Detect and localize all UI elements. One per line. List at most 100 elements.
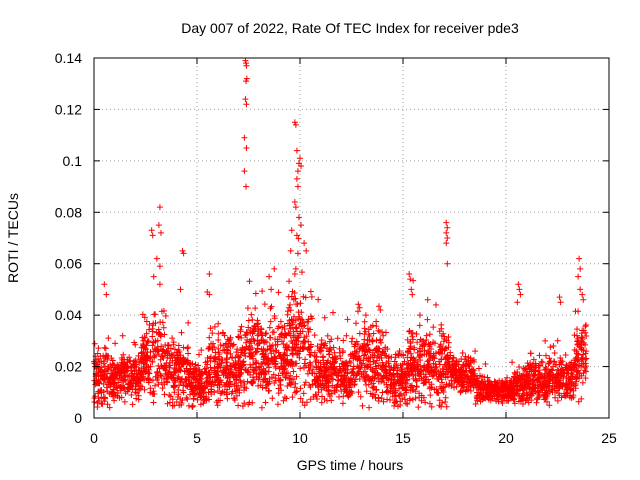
data-point (200, 389, 207, 396)
data-point (353, 320, 360, 327)
data-point (445, 334, 452, 341)
data-point (556, 380, 563, 387)
data-point (324, 332, 331, 339)
data-point (330, 364, 337, 371)
data-point (260, 378, 267, 385)
data-point (366, 347, 373, 354)
data-point (127, 357, 134, 364)
data-point (277, 331, 284, 338)
data-point (207, 357, 214, 364)
data-point (343, 362, 350, 369)
data-point (187, 391, 194, 398)
data-point (161, 391, 168, 398)
data-point (546, 355, 553, 362)
data-point (143, 362, 150, 369)
data-point (338, 360, 345, 367)
data-point (224, 347, 231, 354)
data-point (306, 359, 313, 366)
data-point (347, 375, 354, 382)
data-point (205, 389, 212, 396)
data-point (367, 324, 374, 331)
data-point (361, 340, 368, 347)
data-point (510, 395, 517, 402)
data-point (527, 391, 534, 398)
y-tick-label: 0.02 (55, 359, 82, 375)
data-point (564, 381, 571, 388)
data-point (150, 399, 157, 406)
data-point (360, 373, 367, 380)
data-point (363, 364, 370, 371)
data-point (331, 369, 338, 376)
data-point (266, 343, 273, 350)
data-point (319, 393, 326, 400)
data-point (108, 370, 115, 377)
data-point (338, 372, 345, 379)
data-point (173, 398, 180, 405)
data-point (108, 373, 115, 380)
data-point (243, 145, 250, 151)
data-point (528, 363, 535, 370)
data-point (233, 382, 240, 389)
data-point (251, 367, 258, 374)
data-point (372, 360, 379, 367)
data-point (339, 349, 346, 356)
data-point (242, 366, 249, 373)
data-point (267, 305, 274, 312)
data-point (135, 352, 142, 359)
data-point (298, 163, 305, 169)
y-tick-label: 0 (74, 410, 82, 426)
data-point (542, 352, 549, 359)
data-point (233, 376, 240, 383)
data-point (99, 401, 106, 408)
data-point (301, 240, 308, 247)
data-point (242, 96, 249, 103)
data-point (557, 299, 564, 306)
data-point (287, 361, 294, 368)
data-point (288, 227, 295, 234)
data-point (217, 397, 224, 404)
x-tick-label: 0 (90, 430, 98, 446)
data-point (198, 394, 205, 401)
data-point (132, 383, 139, 390)
data-point (536, 377, 543, 384)
data-point (156, 263, 163, 270)
data-point (369, 366, 376, 373)
data-point (449, 355, 456, 362)
data-point (112, 365, 119, 372)
data-point (534, 388, 541, 395)
data-point (527, 380, 534, 387)
data-point (311, 377, 318, 384)
data-point (297, 328, 304, 335)
data-point (289, 344, 296, 351)
data-point (308, 293, 315, 300)
data-point (261, 359, 268, 366)
data-point (552, 394, 559, 401)
data-point (484, 374, 491, 381)
data-point (530, 367, 537, 374)
data-point (436, 402, 443, 409)
data-point (235, 333, 242, 340)
data-point (165, 369, 172, 376)
data-point (184, 396, 191, 403)
data-point (94, 399, 101, 406)
data-point (583, 368, 590, 375)
data-point (105, 366, 112, 373)
data-point (442, 361, 449, 368)
data-point (424, 358, 431, 365)
data-point (436, 344, 443, 351)
data-point (558, 394, 565, 401)
data-point (272, 377, 279, 384)
data-point (163, 360, 170, 367)
data-point (120, 351, 127, 358)
data-point (433, 363, 440, 370)
y-tick-label: 0.06 (55, 256, 82, 272)
x-tick-label: 20 (498, 430, 514, 446)
data-point (464, 373, 471, 380)
chart-title: Day 007 of 2022, Rate Of TEC Index for r… (181, 20, 519, 36)
data-point (331, 359, 338, 366)
data-point (548, 387, 555, 394)
data-point (428, 346, 435, 353)
data-point (266, 378, 273, 385)
data-point (235, 365, 242, 372)
data-point (132, 358, 139, 365)
